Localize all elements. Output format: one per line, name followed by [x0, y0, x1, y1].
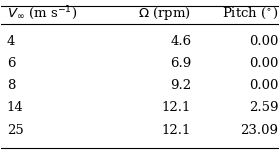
Text: 0.00: 0.00 — [249, 57, 279, 70]
Text: 12.1: 12.1 — [162, 124, 191, 137]
Text: 9.2: 9.2 — [170, 79, 191, 92]
Text: 6.9: 6.9 — [170, 57, 191, 70]
Text: 12.1: 12.1 — [162, 101, 191, 114]
Text: 0.00: 0.00 — [249, 79, 279, 92]
Text: 2.59: 2.59 — [249, 101, 279, 114]
Text: Pitch ($^{\circ}$): Pitch ($^{\circ}$) — [222, 6, 279, 21]
Text: $V_{\infty}$ (m s$^{-1}$): $V_{\infty}$ (m s$^{-1}$) — [7, 5, 77, 22]
Text: $\Omega$ (rpm): $\Omega$ (rpm) — [138, 5, 191, 22]
Text: 6: 6 — [7, 57, 15, 70]
Text: 4.6: 4.6 — [170, 35, 191, 48]
Text: 8: 8 — [7, 79, 15, 92]
Text: 23.09: 23.09 — [241, 124, 279, 137]
Text: 0.00: 0.00 — [249, 35, 279, 48]
Text: 25: 25 — [7, 124, 24, 137]
Text: 14: 14 — [7, 101, 24, 114]
Text: 4: 4 — [7, 35, 15, 48]
